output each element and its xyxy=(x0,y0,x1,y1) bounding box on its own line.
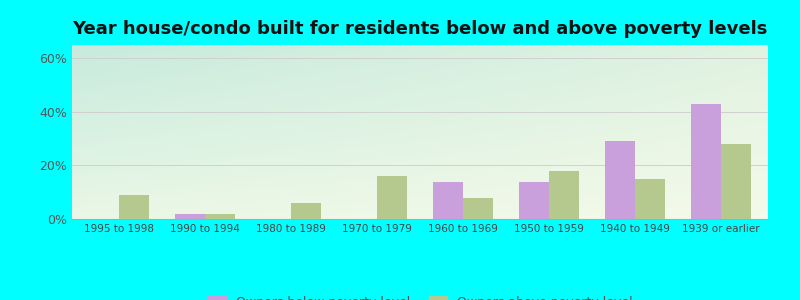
Legend: Owners below poverty level, Owners above poverty level: Owners below poverty level, Owners above… xyxy=(202,291,638,300)
Bar xyxy=(605,141,635,219)
Bar xyxy=(377,176,407,219)
Bar xyxy=(635,179,665,219)
Bar xyxy=(463,198,493,219)
Bar xyxy=(291,203,321,219)
Bar xyxy=(690,104,721,219)
Bar xyxy=(205,214,235,219)
Bar xyxy=(175,214,205,219)
Bar xyxy=(519,182,549,219)
Title: Year house/condo built for residents below and above poverty levels: Year house/condo built for residents bel… xyxy=(72,20,768,38)
Bar xyxy=(721,144,751,219)
Bar xyxy=(433,182,463,219)
Bar xyxy=(549,171,579,219)
Bar xyxy=(119,195,150,219)
